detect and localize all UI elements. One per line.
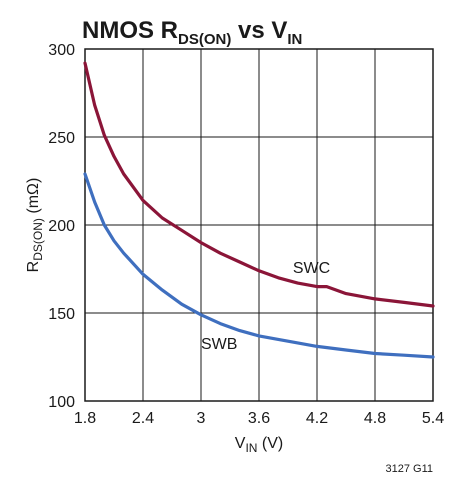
- y-tick-label: 200: [48, 218, 75, 235]
- series-labels: SWC SWB: [201, 260, 330, 353]
- x-tick-label: 3: [197, 410, 206, 427]
- series-line-swc: [83, 61, 435, 308]
- plot-frame: [84, 48, 434, 402]
- figure-id: 3127 G11: [385, 463, 433, 475]
- series-line-swb: [83, 172, 435, 359]
- y-tick-label: 300: [48, 42, 75, 59]
- x-tick-label: 2.4: [132, 410, 154, 427]
- y-axis-label: RDS(ON) (mΩ): [25, 178, 45, 273]
- series-label-swc: SWC: [293, 260, 330, 277]
- x-axis-label: VIN (V): [235, 435, 283, 455]
- x-tick-label: 4.8: [364, 410, 386, 427]
- x-tick-label: 5.4: [422, 410, 444, 427]
- series-lines: [83, 61, 435, 359]
- y-tick-label: 100: [48, 394, 75, 411]
- x-tick-label: 4.2: [306, 410, 328, 427]
- x-axis-ticks: 1.8 2.4 3 3.6 4.2 4.8 5.4: [74, 410, 444, 427]
- x-tick-label: 3.6: [248, 410, 270, 427]
- x-tick-label: 1.8: [74, 410, 96, 427]
- series-label-swb: SWB: [201, 336, 237, 353]
- chart-title: NMOS RDS(ON) vs VIN: [82, 17, 302, 48]
- y-axis-ticks: 100 150 200 250 300: [48, 42, 75, 411]
- y-tick-label: 150: [48, 306, 75, 323]
- y-tick-label: 250: [48, 130, 75, 147]
- grid-lines: [85, 49, 433, 401]
